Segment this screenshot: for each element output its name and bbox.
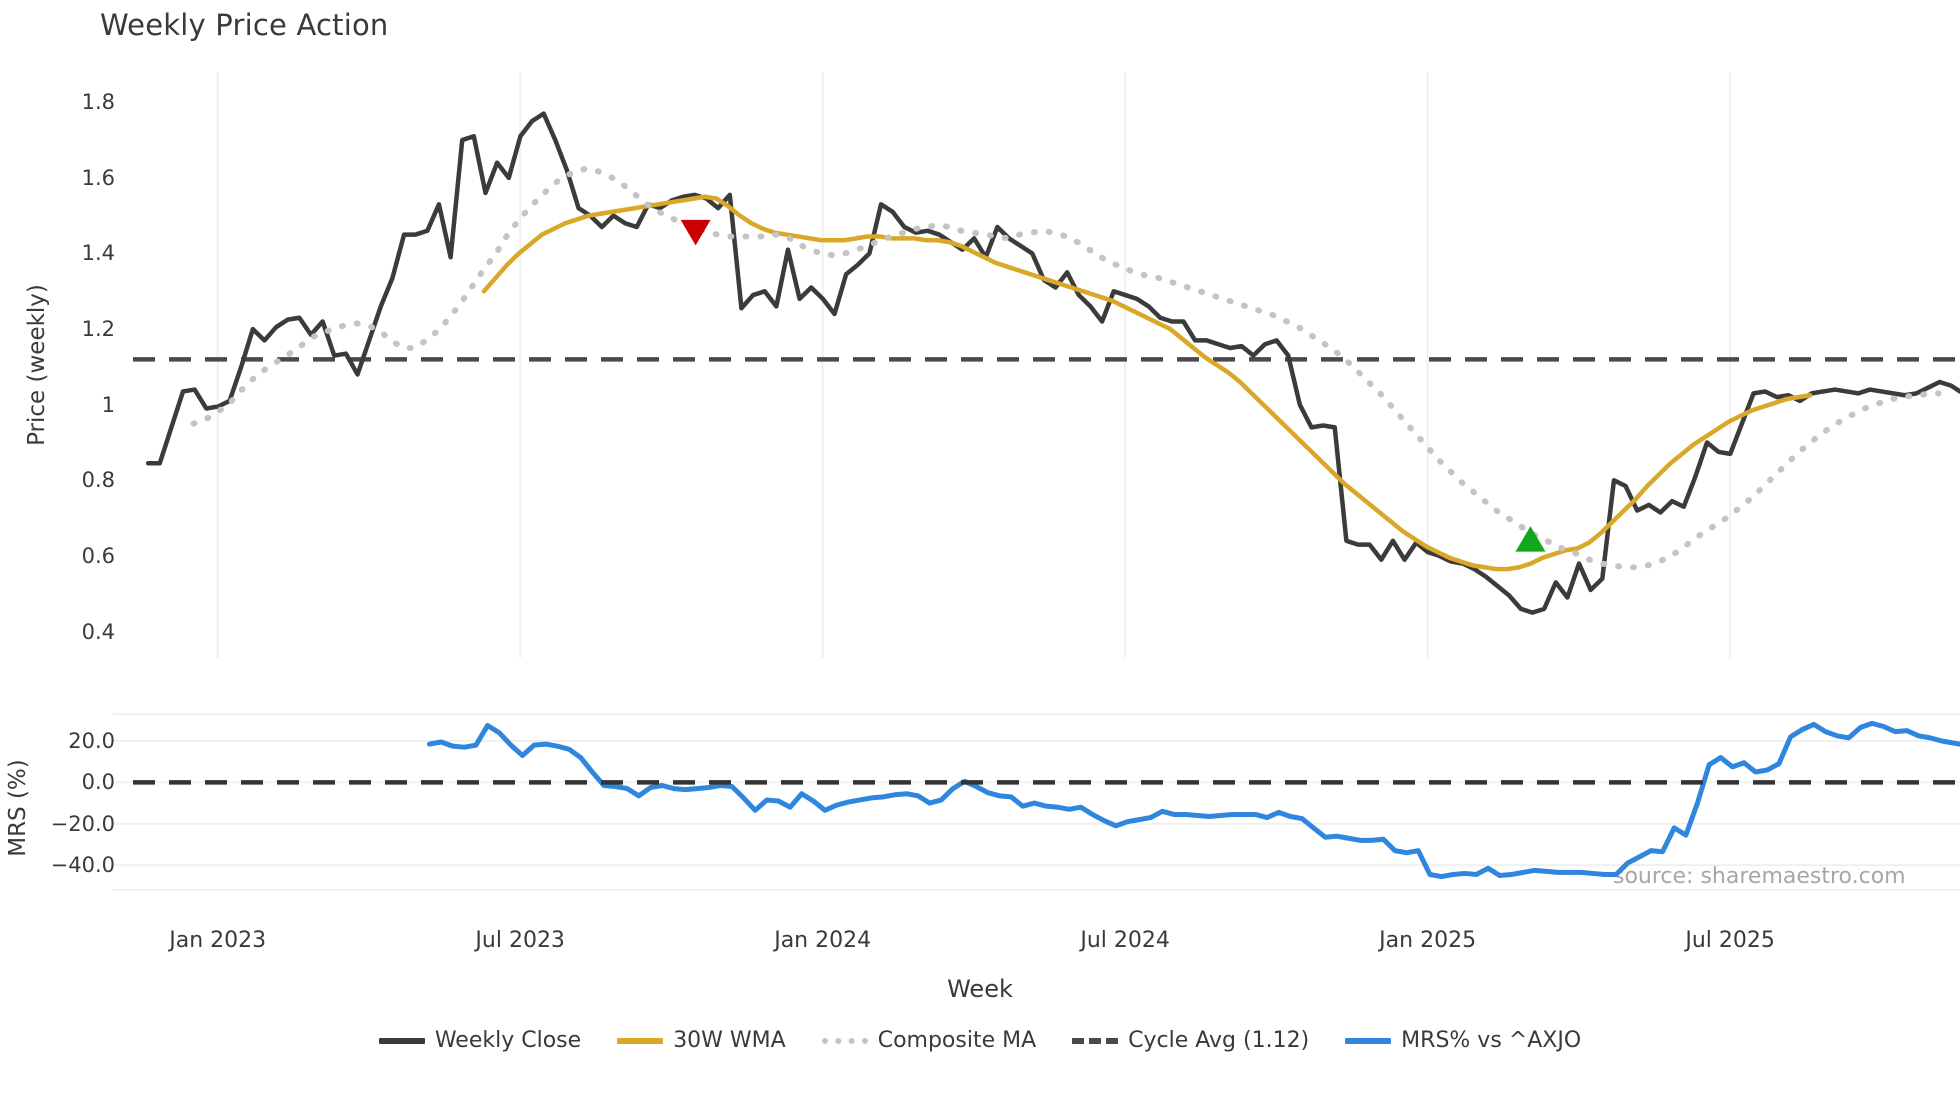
x-axis-label: Week: [947, 975, 1013, 1003]
mrs-ytick-2: −20.0: [50, 811, 115, 836]
mrs-ytick-3: −40.0: [50, 853, 115, 878]
legend-swatch-solid-icon: [378, 1037, 425, 1044]
xtick-5: Jul 2025: [1685, 928, 1775, 953]
source-watermark: source: sharemaestro.com: [1613, 864, 1906, 889]
legend-label: Cycle Avg (1.12): [1128, 1028, 1310, 1053]
price-ytick-2: 1.4: [81, 241, 115, 266]
xtick-2: Jan 2024: [774, 928, 872, 953]
price-ytick-7: 0.4: [81, 619, 115, 644]
legend-item-30w-wma[interactable]: 30W WMA: [617, 1028, 786, 1053]
legend-swatch-solid-icon: [1345, 1037, 1392, 1044]
legend-item-cycle-avg-1-12[interactable]: Cycle Avg (1.12): [1072, 1028, 1309, 1053]
chart-legend: Weekly Close 30W WMA Composite MA Cycle Avg…: [0, 1028, 1960, 1053]
price-ytick-1: 1.6: [81, 165, 115, 190]
legend-label: Composite MA: [877, 1028, 1037, 1053]
legend-swatch-solid-icon: [617, 1037, 664, 1044]
legend-item-weekly-close[interactable]: Weekly Close: [378, 1028, 582, 1053]
chart-title: Weekly Price Action: [100, 8, 389, 42]
buy-marker-triangle-up-icon: [1515, 526, 1546, 552]
series-line-30w-wma: [481, 194, 1813, 572]
legend-swatch-dashed-icon: [1072, 1037, 1119, 1044]
sell-marker-triangle-down-icon: [680, 219, 711, 246]
legend-label: 30W WMA: [673, 1028, 786, 1053]
price-ytick-3: 1.2: [81, 317, 115, 342]
series-line-mrs-vs-axjo: [426, 720, 1960, 880]
legend-item-composite-ma[interactable]: Composite MA: [821, 1028, 1037, 1053]
legend-label: Weekly Close: [434, 1028, 582, 1053]
price-ytick-5: 0.8: [81, 468, 115, 493]
mrs-ytick-1: 0.0: [81, 770, 115, 795]
legend-swatch-dotted-icon: [821, 1037, 868, 1044]
legend-label: MRS% vs ^AXJO: [1401, 1028, 1582, 1053]
mrs-ytick-0: 20.0: [68, 728, 115, 753]
price-ytick-0: 1.8: [81, 90, 115, 115]
price-ytick-4: 1: [101, 392, 115, 417]
xtick-0: Jan 2023: [169, 928, 267, 953]
price-ytick-6: 0.6: [81, 543, 115, 568]
xtick-1: Jul 2023: [475, 928, 565, 953]
series-line-weekly-close: [145, 111, 1960, 615]
xtick-3: Jul 2024: [1080, 928, 1170, 953]
xtick-4: Jan 2025: [1379, 928, 1477, 953]
series-line-composite-ma: [190, 165, 1942, 571]
legend-item-mrs-vs-axjo[interactable]: MRS% vs ^AXJO: [1345, 1028, 1581, 1053]
